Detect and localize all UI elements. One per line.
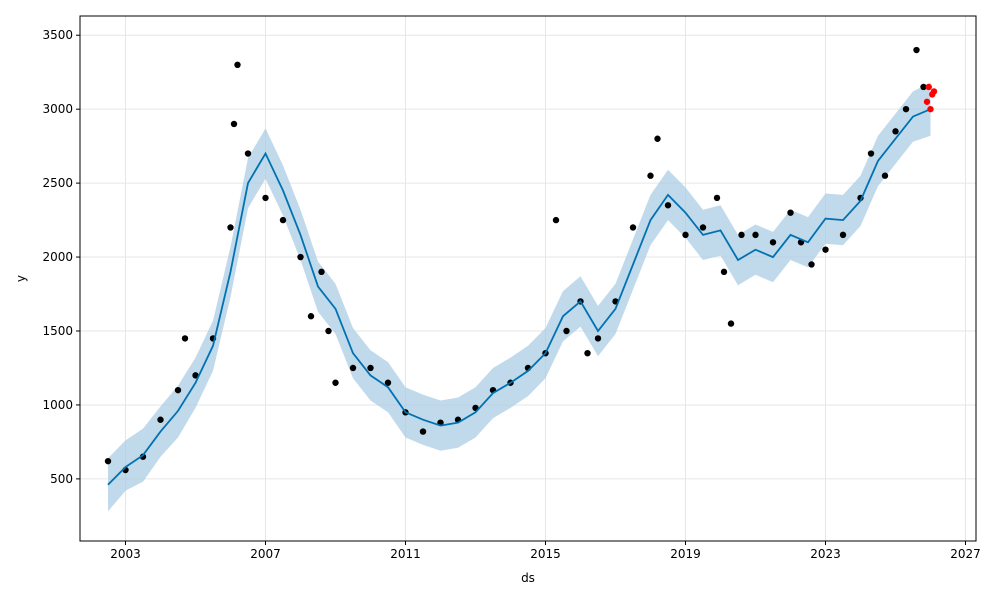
observed-point bbox=[867, 150, 875, 157]
observed-point bbox=[738, 231, 745, 239]
observed-point bbox=[367, 364, 374, 372]
recent-point bbox=[923, 98, 931, 105]
observed-point bbox=[349, 364, 357, 372]
observed-point bbox=[104, 457, 112, 465]
x-tick-label: 2019 bbox=[670, 547, 701, 561]
x-tick-label: 2003 bbox=[110, 547, 141, 561]
observed-point bbox=[234, 61, 241, 69]
observed-point bbox=[139, 453, 147, 460]
observed-point bbox=[230, 120, 238, 128]
y-tick-label: 1000 bbox=[42, 398, 73, 412]
observed-point bbox=[913, 46, 920, 54]
observed-point bbox=[594, 335, 602, 342]
observed-point bbox=[307, 313, 315, 320]
x-tick-label: 2015 bbox=[530, 547, 561, 561]
recent-point bbox=[927, 105, 934, 113]
observed-point bbox=[297, 253, 304, 261]
observed-point bbox=[720, 268, 728, 276]
y-tick-label: 3500 bbox=[42, 28, 73, 42]
forecast-line bbox=[107, 108, 931, 486]
observed-point bbox=[881, 172, 889, 179]
x-tick-label: 2007 bbox=[250, 547, 281, 561]
observed-point bbox=[682, 231, 689, 239]
observed-point bbox=[279, 216, 287, 224]
recent-point bbox=[930, 88, 938, 95]
observed-point bbox=[647, 172, 654, 179]
observed-point bbox=[664, 202, 672, 209]
observed-point bbox=[419, 428, 427, 435]
observed-point bbox=[902, 105, 910, 113]
observed-point bbox=[727, 320, 735, 327]
observed-point bbox=[584, 349, 591, 357]
y-axis-label: y bbox=[14, 275, 28, 282]
observed-point bbox=[654, 135, 661, 142]
x-tick-label: 2023 bbox=[810, 547, 841, 561]
x-axis: 2003 2007 2011 2015 2019 2023 2027 bbox=[110, 541, 981, 561]
observed-point bbox=[157, 416, 164, 423]
y-tick-label: 2000 bbox=[42, 250, 73, 264]
observed-point bbox=[699, 224, 707, 231]
observed-point bbox=[192, 372, 199, 379]
observed-point bbox=[920, 83, 927, 91]
y-tick-label: 2500 bbox=[42, 176, 73, 190]
observed-point bbox=[332, 379, 339, 386]
observed-point bbox=[892, 128, 899, 135]
x-axis-label: ds bbox=[521, 571, 535, 585]
observed-point bbox=[227, 224, 234, 231]
observed-point bbox=[787, 209, 794, 216]
observed-point bbox=[808, 261, 815, 268]
y-tick-label: 1500 bbox=[42, 324, 73, 338]
x-tick-label: 2011 bbox=[390, 547, 421, 561]
observed-point bbox=[752, 231, 759, 239]
observed-point bbox=[384, 379, 392, 386]
y-axis: 500 1000 1500 2000 2500 3000 3500 bbox=[42, 28, 80, 486]
observed-point bbox=[822, 246, 829, 253]
y-tick-label: 500 bbox=[50, 472, 73, 486]
recent-points bbox=[923, 83, 938, 113]
observed-point bbox=[318, 268, 325, 276]
observed-points bbox=[104, 46, 927, 474]
observed-point bbox=[629, 224, 637, 231]
observed-point bbox=[181, 335, 189, 342]
plot-marks bbox=[104, 46, 938, 512]
plot-frame bbox=[79, 15, 977, 542]
observed-point bbox=[563, 327, 570, 335]
y-tick-label: 3000 bbox=[42, 102, 73, 116]
observed-point bbox=[244, 150, 252, 157]
observed-point bbox=[713, 194, 721, 202]
observed-point bbox=[839, 231, 847, 239]
observed-point bbox=[552, 216, 560, 224]
x-tick-label: 2027 bbox=[950, 547, 981, 561]
observed-point bbox=[769, 239, 777, 246]
observed-point bbox=[325, 327, 332, 335]
observed-point bbox=[174, 386, 182, 394]
recent-point bbox=[925, 83, 932, 91]
observed-point bbox=[262, 194, 269, 202]
